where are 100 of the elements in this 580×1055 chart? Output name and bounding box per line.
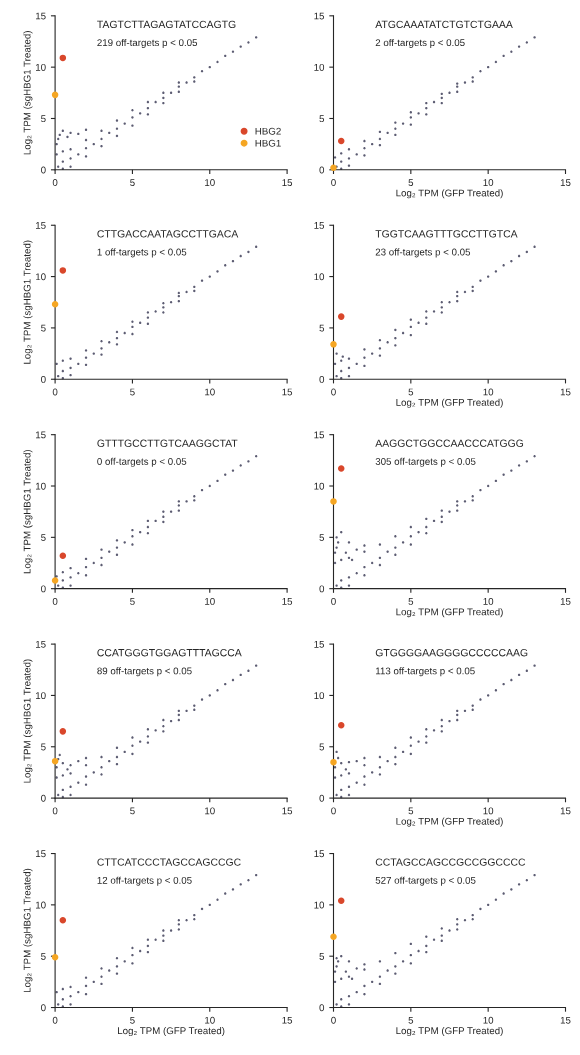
- x-tick-label: 5: [408, 179, 414, 186]
- x-tick-label: 0: [52, 807, 58, 815]
- y-tick-label: 10: [314, 482, 325, 490]
- y-tick-label: 5: [319, 115, 325, 123]
- y-tick-label: 0: [319, 1004, 325, 1012]
- y-tick-label: 5: [41, 534, 46, 541]
- x-tick-label: 0: [52, 1016, 58, 1024]
- x-tick-label: 5: [408, 598, 414, 605]
- chart-title: TGGTCAAGTTTGCCTTGTCA: [375, 230, 518, 238]
- x-axis-title: Log₂ TPM (GFP Treated): [396, 608, 503, 618]
- x-axis-title: Log₂ TPM (GFP Treated): [396, 189, 503, 199]
- text: 305 off-targets p < 0.05: [375, 457, 476, 467]
- x-tick-label: 10: [205, 597, 215, 605]
- y-tick-label: 10: [314, 63, 325, 71]
- x-tick-label: 0: [52, 179, 58, 186]
- x-axis-title: Log₂ TPM (GFP Treated): [396, 398, 503, 408]
- x-tick-label: 15: [282, 388, 293, 396]
- y-tick-label: 15: [314, 640, 325, 648]
- y-tick-label: 15: [314, 222, 325, 229]
- y-tick-label: 10: [36, 482, 46, 490]
- y-tick-label: 10: [36, 901, 46, 909]
- y-tick-label: 15: [36, 12, 46, 20]
- text: 12 off-targets p < 0.05: [97, 876, 192, 886]
- x-tick-label: 15: [560, 179, 571, 186]
- x-tick-label: 5: [130, 388, 135, 396]
- x-axis-title: Log₂ TPM (GFP Treated): [118, 1027, 225, 1037]
- x-tick-label: 5: [130, 598, 135, 605]
- y-tick-label: 5: [319, 953, 325, 960]
- x-tick-label: 15: [282, 807, 293, 815]
- x-tick-label: 15: [282, 1016, 293, 1024]
- x-tick-label: 0: [52, 597, 58, 605]
- y-tick-label: 10: [36, 63, 46, 71]
- y-tick-label: 10: [314, 692, 325, 700]
- chart-title: TAGTCTTAGAGTATCCAGTG: [97, 20, 236, 29]
- text: 1 off-targets p < 0.05: [97, 248, 187, 258]
- y-tick-label: 0: [41, 1004, 46, 1012]
- x-tick-label: 0: [331, 1016, 336, 1024]
- y-tick-label: 0: [319, 585, 325, 593]
- y-axis-title: Log₂ TPM (sgHBG1 Treated): [23, 240, 33, 364]
- x-tick-label: 10: [483, 1016, 494, 1024]
- y-tick-label: 5: [319, 743, 325, 751]
- y-tick-label: 15: [314, 12, 325, 20]
- x-tick-label: 15: [560, 598, 571, 605]
- x-tick-label: 5: [408, 388, 414, 396]
- text: 23 off-targets p < 0.05: [375, 248, 471, 258]
- x-tick-label: 5: [408, 807, 414, 815]
- text: 527 off-targets p < 0.05: [375, 876, 476, 886]
- y-axis-title: Log₂ TPM (sgHBG1 Treated): [23, 659, 33, 783]
- x-tick-label: 10: [483, 388, 494, 396]
- x-tick-label: 0: [331, 807, 336, 815]
- text: 113 off-targets p < 0.05: [376, 667, 475, 677]
- x-tick-label: 15: [560, 1016, 571, 1024]
- chart-title: CCTAGCCAGCCGCCGGCCCC: [375, 858, 526, 866]
- y-tick-label: 5: [41, 324, 46, 332]
- x-axis-title: Log₂ TPM (GFP Treated): [396, 817, 503, 827]
- y-tick-label: 15: [36, 222, 46, 229]
- y-tick-label: 0: [41, 794, 46, 802]
- legend-label: HBG1: [255, 139, 281, 147]
- y-tick-label: 15: [36, 850, 46, 858]
- y-tick-label: 0: [319, 794, 325, 802]
- x-tick-label: 0: [331, 179, 336, 186]
- x-tick-label: 15: [282, 598, 293, 605]
- y-tick-label: 0: [319, 375, 325, 383]
- y-tick-label: 15: [36, 640, 46, 648]
- y-tick-label: 0: [41, 166, 46, 174]
- y-axis-title: Log₂ TPM (sgHBG1 Treated): [23, 868, 33, 993]
- text: 0 off-targets p < 0.05: [97, 457, 187, 467]
- x-tick-label: 5: [130, 807, 135, 815]
- legend-label: HBG2: [255, 127, 281, 135]
- x-tick-label: 0: [52, 388, 58, 396]
- y-tick-label: 10: [314, 273, 325, 281]
- y-tick-label: 10: [314, 901, 325, 909]
- x-tick-label: 5: [130, 179, 135, 186]
- x-tick-label: 10: [205, 1016, 215, 1024]
- x-tick-label: 15: [560, 807, 571, 815]
- text: 89 off-targets p < 0.05: [97, 667, 192, 677]
- y-axis-title: Log₂ TPM (sgHBG1 Treated): [23, 449, 33, 574]
- x-tick-label: 10: [205, 388, 215, 396]
- x-tick-label: 5: [408, 1016, 414, 1024]
- chart-title: GTGGGGAAGGGGCCCCCAAG: [375, 649, 528, 657]
- y-tick-label: 0: [41, 585, 46, 593]
- y-tick-label: 15: [314, 850, 325, 858]
- y-tick-label: 5: [319, 324, 325, 332]
- y-tick-label: 10: [36, 273, 46, 281]
- y-tick-label: 5: [41, 953, 46, 960]
- chart-title: AAGGCTGGCCAACCCATGGG: [375, 439, 524, 447]
- chart-title: CTTCATCCCTAGCCAGCCGC: [97, 858, 241, 866]
- x-tick-label: 10: [483, 597, 494, 605]
- x-tick-label: 5: [130, 1016, 135, 1024]
- chart-title: GTTTGCCTTGTCAAGGCTAT: [97, 439, 238, 447]
- y-tick-label: 15: [36, 431, 46, 439]
- x-tick-label: 15: [560, 388, 571, 396]
- y-tick-label: 0: [41, 375, 46, 383]
- x-tick-label: 10: [483, 179, 494, 186]
- chart-title: CTTGACCAATAGCCTTGACA: [97, 230, 239, 238]
- x-tick-label: 0: [331, 388, 336, 396]
- x-tick-label: 0: [331, 597, 336, 605]
- text: 2 off-targets p < 0.05: [375, 38, 465, 48]
- y-tick-label: 5: [41, 115, 46, 123]
- y-tick-label: 5: [319, 534, 325, 541]
